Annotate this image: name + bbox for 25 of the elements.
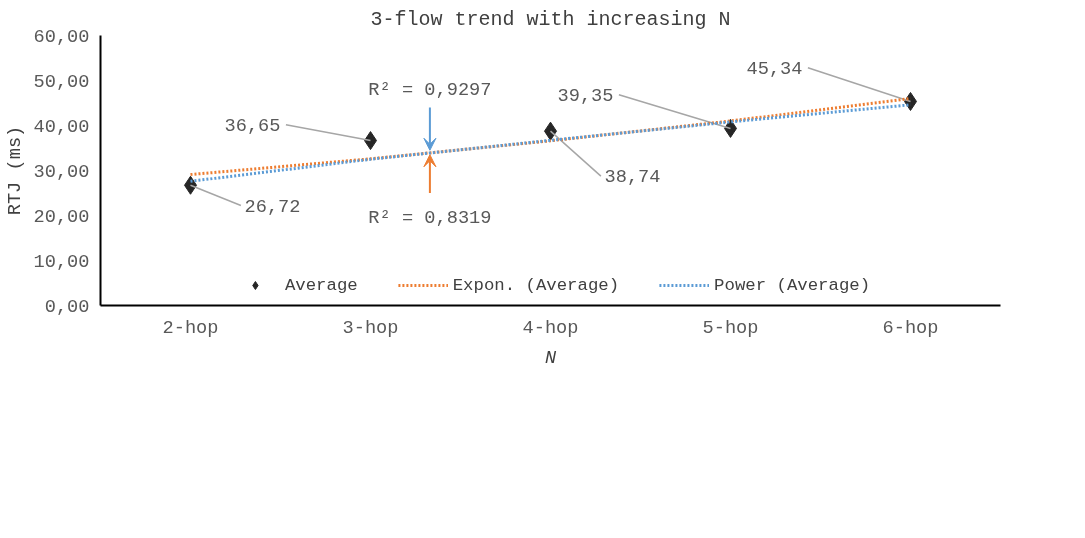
y-tick-label: 60,00 [33, 25, 90, 48]
chart-title: 3-flow trend with increasing N [370, 7, 731, 31]
legend-label: Expon. (Average) [452, 275, 620, 295]
y-tick-label: 10,00 [33, 250, 90, 273]
legend-label: Power (Average) [714, 275, 871, 295]
x-tick-label: 2-hop [162, 316, 219, 339]
annotation: R² = 0,9297 [368, 78, 492, 101]
y-tick-label: 40,00 [33, 115, 90, 138]
data-label: 26,72 [244, 195, 301, 218]
y-tick-label: 30,00 [33, 160, 90, 183]
y-tick-label: 20,00 [33, 205, 90, 228]
data-label: 38,74 [604, 166, 661, 189]
legend-label: Average [284, 275, 358, 295]
y-tick-label: 0,00 [44, 295, 90, 318]
x-tick-label: 3-hop [342, 316, 399, 339]
annotation: R² = 0,8319 [368, 206, 492, 229]
x-tick-label: 4-hop [522, 316, 579, 339]
y-tick-label: 50,00 [33, 70, 90, 93]
x-axis-title: N [544, 346, 557, 369]
data-label: 39,35 [557, 84, 614, 107]
x-tick-label: 5-hop [702, 316, 759, 339]
y-axis-title: RTJ (ms) [3, 125, 26, 216]
data-label: 45,34 [746, 57, 803, 80]
data-label: 36,65 [224, 114, 281, 137]
x-tick-label: 6-hop [882, 316, 939, 339]
